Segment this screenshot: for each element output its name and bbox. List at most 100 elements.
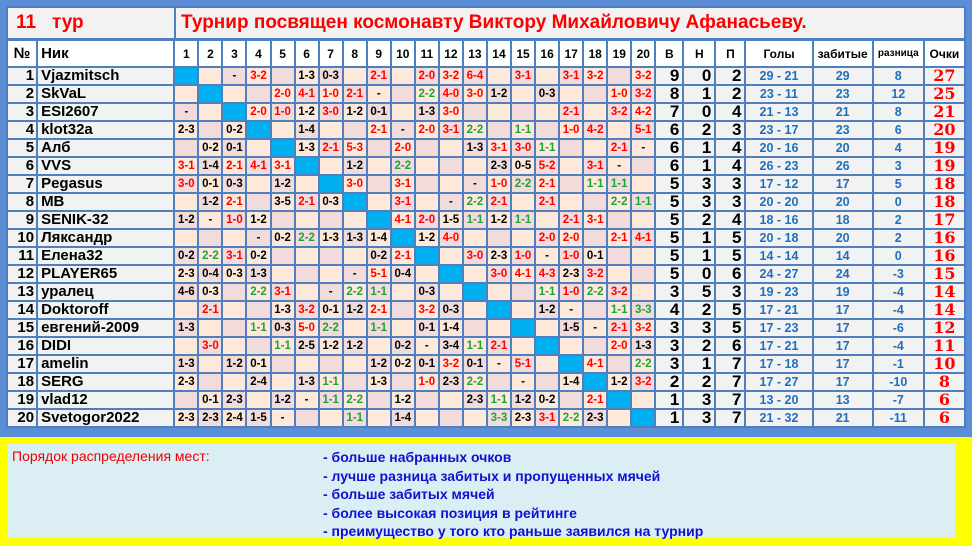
header-diff[interactable]: разница (871, 39, 925, 68)
match-result-cell: 2-1 (606, 138, 633, 158)
player-nick: Vjazmitsch (36, 66, 176, 86)
place-number: 13 (5, 282, 39, 302)
match-result-cell: 3-2 (582, 264, 609, 284)
header-opponent-11[interactable]: 11 (413, 39, 440, 68)
header-opponent-7[interactable]: 7 (317, 39, 344, 68)
goal-diff: -7 (871, 390, 925, 410)
match-result-cell: 0-3 (221, 174, 248, 194)
header-opponent-2[interactable]: 2 (197, 39, 224, 68)
match-result-cell: 2-2 (558, 408, 585, 428)
match-result-cell: 2-2 (630, 354, 657, 374)
header-draws[interactable]: Н (682, 39, 717, 68)
match-result-cell: 3-0 (461, 84, 488, 104)
match-result-cell: 3-2 (413, 300, 440, 320)
match-result-cell: 3-0 (485, 264, 513, 284)
match-result-cell (317, 354, 344, 374)
match-result-cell (534, 120, 561, 140)
match-result-cell (389, 372, 416, 392)
match-result-cell: 1-3 (413, 102, 440, 122)
match-result-cell (558, 336, 585, 356)
header-opponent-4[interactable]: 4 (245, 39, 272, 68)
match-result-cell: 3-1 (582, 156, 609, 176)
title-bar: 11 тур Турнир посвящен космонавту Виктор… (6, 6, 966, 40)
match-result-cell: 3-2 (245, 66, 272, 86)
match-result-cell (197, 372, 224, 392)
header-opponent-19[interactable]: 19 (606, 39, 633, 68)
header-points[interactable]: Очки (922, 39, 967, 68)
place-number: 9 (5, 210, 39, 230)
match-result-cell (582, 336, 609, 356)
losses: 3 (714, 120, 747, 140)
match-result-cell (461, 300, 488, 320)
header-opponent-5[interactable]: 5 (269, 39, 296, 68)
header-scored[interactable]: забитые (811, 39, 874, 68)
match-result-cell: 2-3 (173, 264, 200, 284)
header-opponent-18[interactable]: 18 (582, 39, 609, 68)
footer-panel: Порядок распределения мест: - больше наб… (0, 437, 972, 546)
match-result-cell: 4-0 (437, 228, 464, 248)
wins: 5 (654, 192, 685, 212)
header-opponent-8[interactable]: 8 (341, 39, 368, 68)
header-opponent-16[interactable]: 16 (534, 39, 561, 68)
match-result-cell: 0-2 (534, 390, 561, 410)
match-result-cell: - (485, 354, 513, 374)
header-opponent-10[interactable]: 10 (389, 39, 416, 68)
match-result-cell (630, 390, 657, 410)
match-result-cell: 0-1 (582, 246, 609, 266)
match-result-cell: 2-5 (293, 336, 320, 356)
header-opponent-12[interactable]: 12 (437, 39, 464, 68)
match-result-cell (365, 192, 392, 212)
place-number: 14 (5, 300, 39, 320)
header-goals[interactable]: Голы (744, 39, 814, 68)
points: 21 (922, 102, 967, 122)
header-losses[interactable]: П (714, 39, 747, 68)
player-nick: amelin (36, 354, 176, 374)
player-nick: DIDI (36, 336, 176, 356)
table-row: 1 Vjazmitsch -3-2 1-3 0-3 2-1 2-0 3-2 6-4 3-1 3-1 3… (5, 66, 967, 86)
match-result-cell: 1-1 (485, 390, 513, 410)
match-result-cell: 2-3 (485, 246, 513, 266)
match-result-cell: - (389, 120, 416, 140)
header-opponent-1[interactable]: 1 (173, 39, 200, 68)
match-result-cell: 2-3 (485, 156, 513, 176)
match-result-cell (437, 138, 464, 158)
match-result-cell: 1-5 (558, 318, 585, 338)
header-opponent-6[interactable]: 6 (293, 39, 320, 68)
match-result-cell: - (173, 102, 200, 122)
match-result-cell (269, 246, 296, 266)
match-result-cell: 2-2 (606, 192, 633, 212)
losses: 7 (714, 408, 747, 428)
match-result-cell (389, 102, 416, 122)
losses: 5 (714, 300, 747, 320)
header-opponent-14[interactable]: 14 (485, 39, 513, 68)
header-opponent-17[interactable]: 17 (558, 39, 585, 68)
header-wins[interactable]: В (654, 39, 685, 68)
match-result-cell: - (437, 192, 464, 212)
match-result-cell: 2-3 (197, 408, 224, 428)
match-result-cell: 4-1 (245, 156, 272, 176)
header-opponent-9[interactable]: 9 (365, 39, 392, 68)
match-result-cell: 4-2 (582, 120, 609, 140)
wins: 8 (654, 84, 685, 104)
header-opponent-15[interactable]: 15 (509, 39, 537, 68)
header-opponent-20[interactable]: 20 (630, 39, 657, 68)
match-result-cell: 2-0 (534, 228, 561, 248)
match-result-cell (341, 66, 368, 86)
match-result-cell: 2-0 (245, 102, 272, 122)
ranking-rule: - больше набранных очков (323, 449, 512, 465)
header-nick[interactable]: Ник (36, 39, 176, 68)
header-num[interactable]: № (5, 39, 39, 68)
match-result-cell (582, 228, 609, 248)
header-opponent-13[interactable]: 13 (461, 39, 488, 68)
header-opponent-3[interactable]: 3 (221, 39, 248, 68)
match-result-cell: 1-1 (509, 120, 537, 140)
match-result-cell: - (197, 210, 224, 230)
match-result-cell (630, 156, 657, 176)
goals-scored: 20 (811, 192, 874, 212)
wins: 3 (654, 318, 685, 338)
match-result-cell: 1-1 (317, 390, 344, 410)
goals: 26 - 23 (744, 156, 814, 176)
diagonal-cell (389, 228, 416, 248)
points: 15 (922, 264, 967, 284)
match-result-cell (606, 66, 633, 86)
